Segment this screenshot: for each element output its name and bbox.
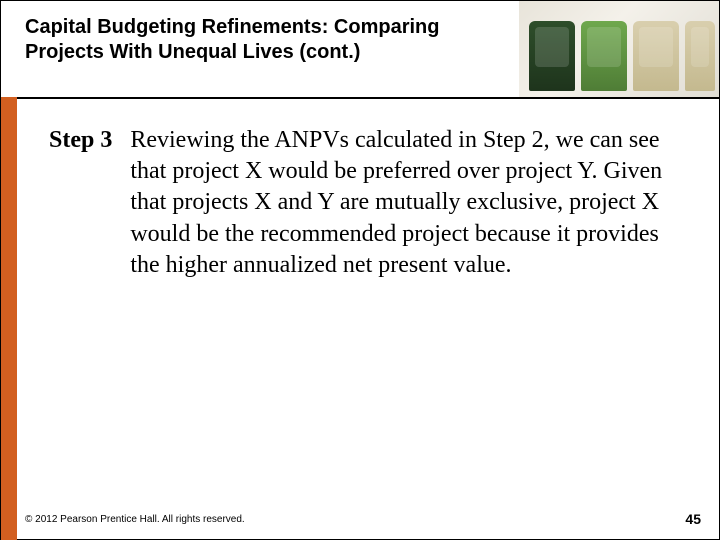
decorative-image	[519, 1, 719, 97]
title-area: Capital Budgeting Refinements: Comparing…	[25, 15, 485, 65]
header-divider	[17, 97, 719, 99]
chair-icon	[581, 21, 627, 91]
content-area: Step 3 Reviewing the ANPVs calculated in…	[49, 125, 687, 281]
copyright-text: © 2012 Pearson Prentice Hall. All rights…	[25, 514, 245, 525]
header: Capital Budgeting Refinements: Comparing…	[1, 1, 719, 97]
step-row: Step 3 Reviewing the ANPVs calculated in…	[49, 125, 687, 281]
slide-title: Capital Budgeting Refinements: Comparing…	[25, 15, 485, 65]
chair-icon	[529, 21, 575, 91]
step-text: Reviewing the ANPVs calculated in Step 2…	[130, 125, 687, 281]
slide: Capital Budgeting Refinements: Comparing…	[0, 0, 720, 540]
step-label: Step 3	[49, 125, 130, 156]
chair-icon	[685, 21, 715, 91]
chair-icon	[633, 21, 679, 91]
page-number: 45	[685, 511, 701, 527]
